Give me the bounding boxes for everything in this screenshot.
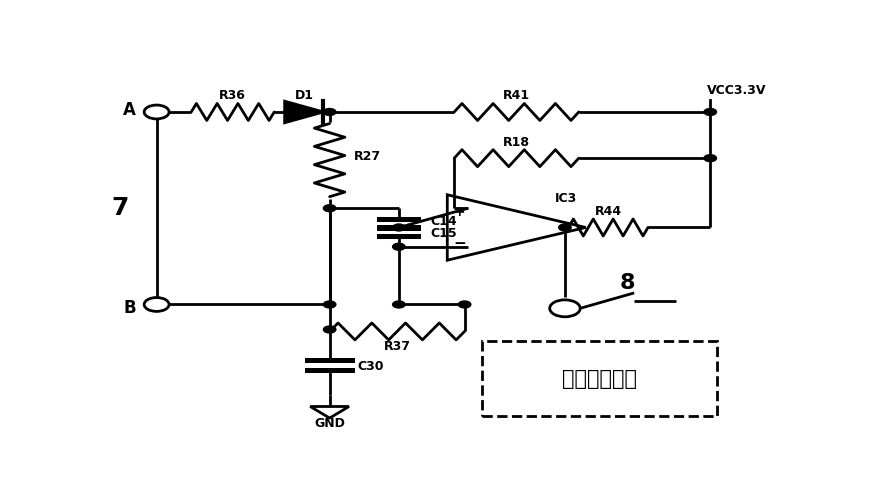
Circle shape: [393, 224, 405, 231]
Text: B: B: [123, 300, 136, 318]
Text: C14: C14: [430, 215, 456, 228]
Text: +: +: [454, 205, 465, 219]
Circle shape: [323, 108, 336, 116]
Text: VCC3.3V: VCC3.3V: [707, 84, 766, 98]
Text: R36: R36: [220, 90, 246, 102]
Circle shape: [704, 108, 716, 116]
Circle shape: [323, 205, 336, 212]
Text: R18: R18: [503, 136, 530, 148]
Text: D1: D1: [295, 90, 313, 102]
Text: A: A: [123, 101, 136, 119]
Circle shape: [559, 224, 572, 231]
Text: R37: R37: [384, 340, 411, 352]
Text: GND: GND: [314, 418, 345, 430]
Text: C15: C15: [430, 227, 456, 240]
Circle shape: [323, 326, 336, 333]
Circle shape: [323, 301, 336, 308]
Text: 外部中断管脚: 外部中断管脚: [562, 368, 637, 388]
Circle shape: [393, 244, 405, 250]
Text: R27: R27: [354, 150, 381, 163]
Text: 8: 8: [620, 274, 635, 293]
Polygon shape: [285, 101, 323, 123]
Text: R44: R44: [595, 205, 622, 218]
Text: 7: 7: [112, 196, 129, 220]
Circle shape: [704, 154, 716, 162]
Circle shape: [393, 301, 405, 308]
Text: IC3: IC3: [555, 192, 577, 205]
Text: −: −: [454, 236, 466, 250]
Text: R41: R41: [503, 90, 530, 102]
Text: C30: C30: [357, 360, 384, 372]
Circle shape: [458, 301, 471, 308]
